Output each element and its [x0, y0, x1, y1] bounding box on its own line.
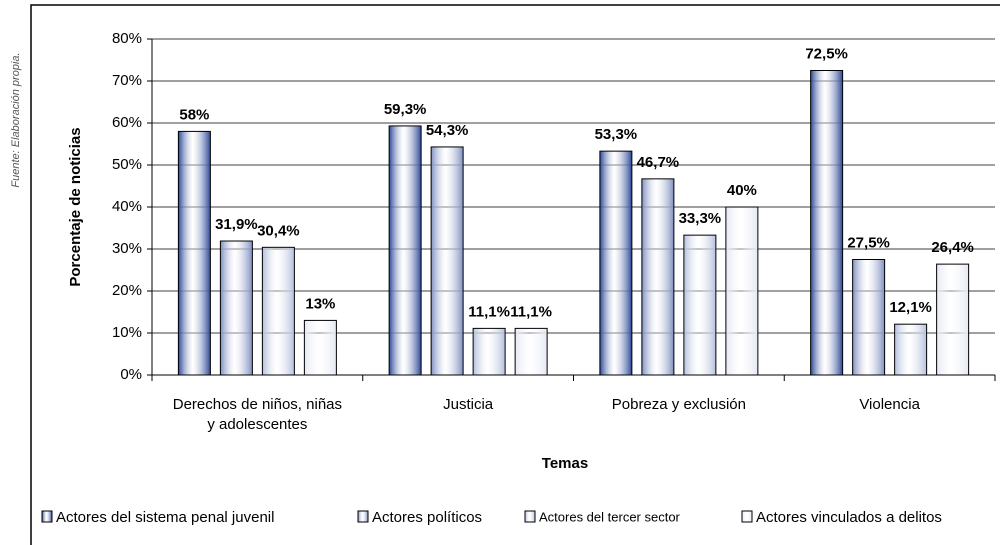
data-label: 27,5%: [847, 234, 890, 251]
legend-label: Actores del sistema penal juvenil: [56, 509, 274, 526]
x-tick-label: Derechos de niños, niñas y adolescentes: [172, 396, 343, 433]
bar: [810, 70, 844, 376]
bar: [430, 146, 464, 376]
data-label: 30,4%: [257, 222, 300, 239]
y-tick-label: 30%: [112, 240, 142, 257]
legend-swatch: [357, 510, 369, 523]
bar: [303, 319, 337, 376]
y-tick-label: 20%: [112, 282, 142, 299]
y-tick-label: 60%: [112, 114, 142, 131]
data-label: 12,1%: [889, 299, 932, 316]
data-label: 59,3%: [384, 101, 427, 118]
legend-swatch: [741, 510, 753, 523]
data-label: 46,7%: [637, 154, 680, 171]
legend-swatch: [524, 510, 536, 523]
data-label: 26,4%: [931, 239, 974, 256]
y-tick-label: 40%: [112, 198, 142, 215]
bar: [894, 323, 928, 376]
bar: [683, 234, 717, 376]
bar: [261, 246, 295, 376]
legend-label: Actores vinculados a delitos: [756, 509, 942, 526]
data-label: 58%: [179, 106, 209, 123]
data-label: 13%: [305, 295, 335, 312]
x-tick-label: Pobreza y exclusión: [611, 396, 746, 413]
data-label: 31,9%: [215, 216, 258, 233]
bar: [514, 327, 548, 376]
y-tick-label: 10%: [112, 324, 142, 341]
x-tick-label: Justicia: [443, 396, 494, 413]
bar: [725, 206, 759, 376]
legend-swatch: [41, 510, 53, 523]
y-tick-label: 0%: [120, 366, 142, 383]
y-tick-label: 70%: [112, 72, 142, 89]
bar: [852, 259, 886, 376]
data-label: 11,1%: [510, 303, 552, 320]
bar: [177, 130, 211, 376]
bar: [641, 178, 675, 376]
y-tick-label: 80%: [112, 30, 142, 47]
source-note: Fuente: Elaboración propia.: [10, 52, 22, 187]
bar: [219, 240, 253, 376]
bar: [599, 150, 633, 376]
data-label: 40%: [727, 182, 757, 199]
bar: [388, 125, 422, 376]
data-label: 11,1%: [468, 303, 510, 320]
bar: [936, 263, 970, 376]
legend-label: Actores del tercer sector: [539, 509, 681, 524]
bar: [472, 327, 506, 376]
data-label: 33,3%: [679, 210, 722, 227]
legend-label: Actores políticos: [372, 509, 482, 526]
data-label: 54,3%: [426, 122, 469, 139]
y-tick-label: 50%: [112, 156, 142, 173]
chart-border: [30, 4, 1000, 545]
data-label: 53,3%: [595, 126, 638, 143]
x-tick-label: Violencia: [859, 396, 920, 413]
y-axis-label: Porcentaje de noticias: [67, 127, 84, 286]
data-label: 72,5%: [805, 45, 848, 62]
x-axis-label: Temas: [542, 455, 588, 472]
